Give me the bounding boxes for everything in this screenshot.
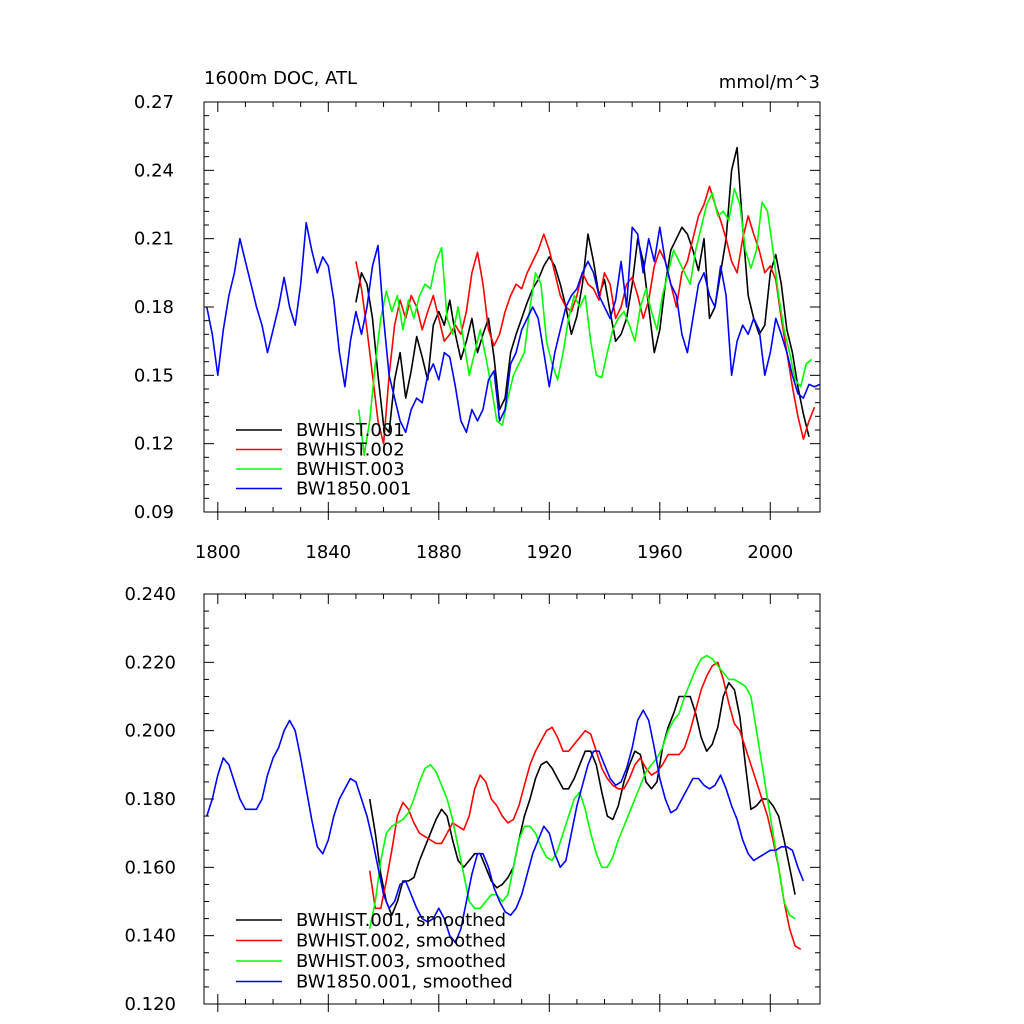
top-y-tick-label: 0.24	[134, 160, 174, 181]
bottom-legend-label-2: BWHIST.002, smoothed	[296, 931, 506, 952]
top-legend-label-4: BW1850.001	[296, 479, 411, 500]
top-series-lines	[206, 146, 821, 456]
bottom-legend-label-4: BW1850.001, smoothed	[296, 972, 513, 993]
bottom-y-tick-label: 0.120	[124, 994, 176, 1015]
top-x-tick-label: 1920	[526, 542, 572, 563]
bottom-legend-label-1: BWHIST.001, smoothed	[296, 910, 506, 931]
bottom-y-tick-label: 0.140	[124, 926, 176, 947]
bottom-series-line-1	[368, 682, 796, 916]
top-series-line-1	[355, 146, 810, 437]
bottom-series-line-2	[368, 661, 802, 950]
bottom-series-line-3	[368, 654, 796, 929]
top-y-tick-label: 0.27	[134, 92, 174, 113]
bottom-series-line-4	[206, 709, 805, 944]
top-y-tick-label: 0.18	[134, 297, 174, 318]
top-x-tick-label: 1840	[305, 542, 351, 563]
bottom-legend-label-3: BWHIST.003, smoothed	[296, 951, 506, 972]
top-legend-label-1: BWHIST.001	[296, 420, 405, 441]
bottom-axes: 0.240 0.220 0.200 0.180 0.160 0.140 0.120	[124, 584, 821, 1015]
top-legend-label-2: BWHIST.002	[296, 440, 405, 461]
top-axes: 1800 1840 1880 1920 1960 2000 0.27 0.24 0.21 0.18…	[134, 92, 821, 563]
top-x-tick-label: 1800	[195, 542, 241, 563]
top-y-tick-label: 0.21	[134, 229, 174, 250]
top-legend-label-3: BWHIST.003	[296, 459, 405, 480]
top-series-line-3	[357, 187, 813, 456]
top-series-line-4	[206, 221, 821, 434]
top-panel: 1600m DOC, ATL mmol/m^3 1800 1840 1880 1920…	[134, 68, 821, 563]
bottom-y-tick-label: 0.160	[124, 857, 176, 878]
top-y-tick-label: 0.15	[134, 365, 174, 386]
top-series-line-2	[355, 185, 816, 445]
bottom-y-tick-label: 0.200	[124, 721, 176, 742]
top-y-tick-label: 0.12	[134, 434, 174, 455]
bottom-panel: 0.240 0.220 0.200 0.180 0.160 0.140 0.120 BWHI…	[124, 584, 821, 1015]
top-panel-title: 1600m DOC, ATL	[204, 68, 357, 89]
bottom-y-tick-label: 0.240	[124, 584, 176, 605]
top-y-tick-label: 0.09	[134, 502, 174, 523]
top-x-tick-label: 1880	[416, 542, 462, 563]
bottom-y-tick-label: 0.220	[124, 652, 176, 673]
top-panel-units: mmol/m^3	[719, 72, 820, 93]
top-x-tick-label: 1960	[637, 542, 683, 563]
top-x-tick-label: 2000	[747, 542, 793, 563]
bottom-y-tick-label: 0.180	[124, 789, 176, 810]
bottom-series-lines	[206, 654, 805, 950]
